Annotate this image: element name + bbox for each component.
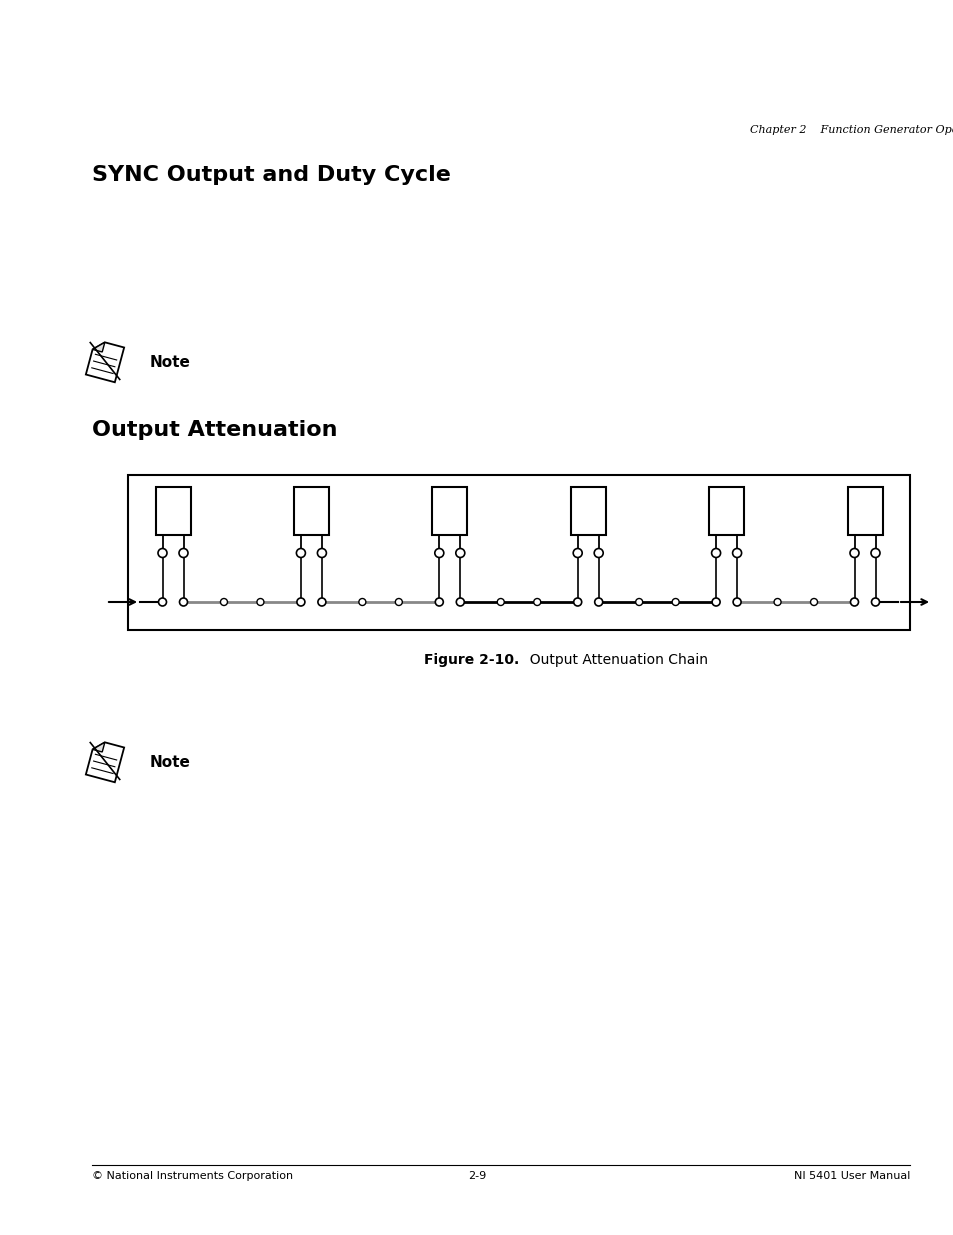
Text: Figure 2-10.: Figure 2-10.	[423, 653, 518, 667]
Circle shape	[870, 548, 879, 557]
Circle shape	[395, 599, 402, 605]
Circle shape	[435, 598, 443, 606]
Circle shape	[296, 598, 305, 606]
Bar	[155, 487, 191, 535]
Text: NI 5401 User Manual: NI 5401 User Manual	[793, 1171, 909, 1181]
Bar	[294, 487, 329, 535]
Text: Note: Note	[150, 354, 191, 370]
Polygon shape	[92, 342, 105, 352]
Circle shape	[497, 599, 504, 605]
Circle shape	[317, 598, 326, 606]
Circle shape	[573, 598, 581, 606]
Circle shape	[435, 548, 443, 557]
Circle shape	[810, 599, 817, 605]
Bar	[432, 487, 467, 535]
Circle shape	[158, 598, 167, 606]
Circle shape	[456, 548, 464, 557]
Circle shape	[358, 599, 366, 605]
Text: Chapter 2    Function Generator Operation: Chapter 2 Function Generator Operation	[749, 125, 953, 135]
Circle shape	[773, 599, 781, 605]
Bar	[128, 475, 909, 630]
Circle shape	[296, 548, 305, 557]
Circle shape	[594, 598, 602, 606]
Text: © National Instruments Corporation: © National Instruments Corporation	[91, 1171, 293, 1181]
Circle shape	[533, 599, 540, 605]
Circle shape	[711, 548, 720, 557]
Circle shape	[256, 599, 264, 605]
Circle shape	[635, 599, 642, 605]
Text: Note: Note	[150, 755, 191, 769]
Circle shape	[711, 598, 720, 606]
Polygon shape	[86, 342, 124, 383]
Bar	[708, 487, 743, 535]
Circle shape	[594, 548, 602, 557]
Circle shape	[732, 548, 740, 557]
Polygon shape	[92, 742, 105, 752]
Circle shape	[672, 599, 679, 605]
Circle shape	[220, 599, 227, 605]
Circle shape	[158, 548, 167, 557]
Text: 2-9: 2-9	[467, 1171, 486, 1181]
Circle shape	[573, 548, 581, 557]
Circle shape	[871, 598, 879, 606]
Text: Output Attenuation: Output Attenuation	[91, 420, 337, 440]
Text: SYNC Output and Duty Cycle: SYNC Output and Duty Cycle	[91, 165, 451, 185]
Bar	[846, 487, 882, 535]
Circle shape	[849, 548, 858, 557]
Circle shape	[456, 598, 464, 606]
Polygon shape	[86, 742, 124, 782]
Text: Output Attenuation Chain: Output Attenuation Chain	[520, 653, 707, 667]
Circle shape	[732, 598, 740, 606]
Bar	[570, 487, 605, 535]
Circle shape	[179, 598, 188, 606]
Circle shape	[317, 548, 326, 557]
Circle shape	[179, 548, 188, 557]
Circle shape	[850, 598, 858, 606]
